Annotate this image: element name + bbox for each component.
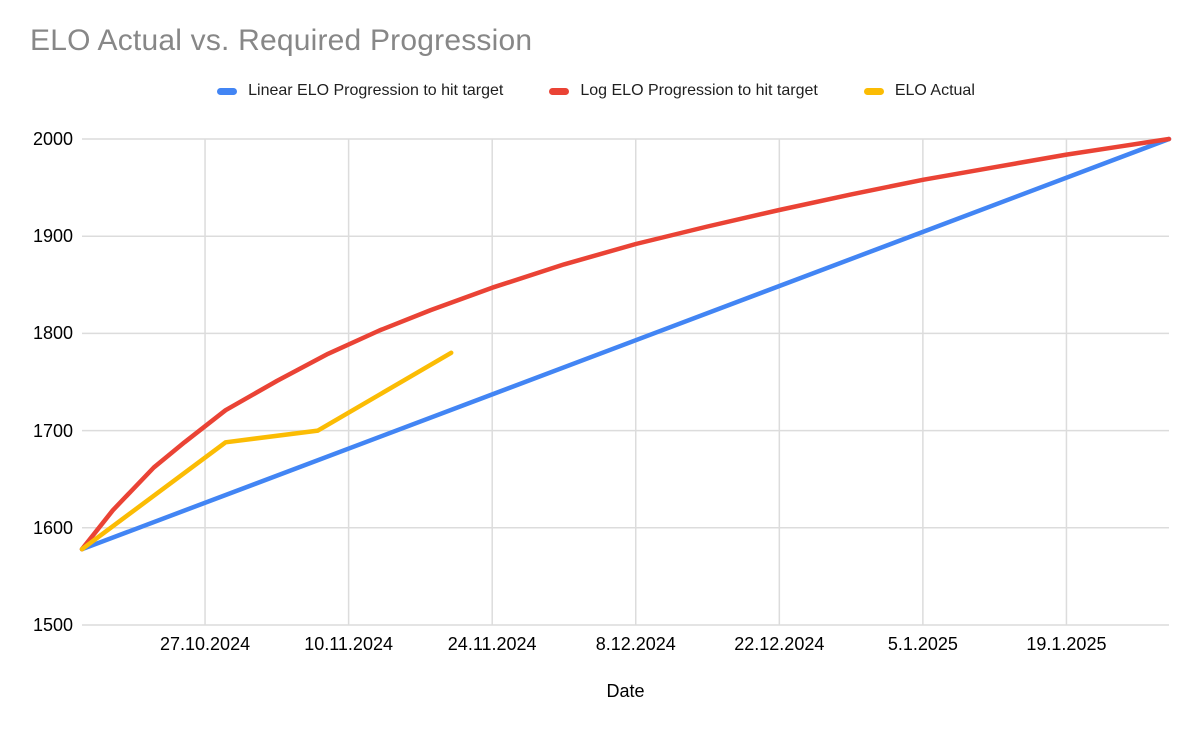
x-tick-label: 8.12.2024 bbox=[595, 634, 676, 654]
legend-item-linear: Linear ELO Progression to hit target bbox=[217, 82, 503, 100]
legend-swatch-linear-icon bbox=[217, 87, 238, 95]
x-tick-label: 24.11.2024 bbox=[447, 634, 537, 654]
series-line-log bbox=[79, 136, 1172, 552]
x-tick-label: 22.12.2024 bbox=[734, 634, 825, 654]
y-tick-label: 1700 bbox=[32, 420, 73, 441]
x-tick-label: 19.1.2025 bbox=[1026, 634, 1107, 654]
legend-label-log: Log ELO Progression to hit target bbox=[580, 82, 818, 99]
legend-label-linear: Linear ELO Progression to hit target bbox=[248, 82, 504, 99]
x-tick-label: 10.11.2024 bbox=[304, 634, 393, 654]
legend-swatch-log-icon bbox=[549, 87, 570, 95]
x-tick-label: 5.1.2025 bbox=[887, 634, 958, 654]
legend-item-actual: ELO Actual bbox=[863, 82, 975, 100]
legend-label-actual: ELO Actual bbox=[894, 82, 975, 99]
x-axis-title: Date bbox=[606, 681, 645, 701]
y-tick-label: 1600 bbox=[32, 517, 73, 538]
y-tick-label: 1500 bbox=[32, 615, 73, 635]
legend-swatch-actual-icon bbox=[863, 87, 884, 95]
series-line-actual bbox=[79, 350, 454, 552]
chart-title: ELO Actual vs. Required Progression bbox=[30, 24, 533, 57]
y-tick-label: 1800 bbox=[32, 323, 73, 344]
y-tick-label: 2000 bbox=[32, 129, 73, 149]
chart-legend: Linear ELO Progression to hit target Log… bbox=[0, 82, 1192, 100]
series-line-linear bbox=[79, 136, 1172, 552]
legend-item-log: Log ELO Progression to hit target bbox=[549, 82, 818, 100]
y-tick-label: 1900 bbox=[32, 226, 73, 247]
x-tick-label: 27.10.2024 bbox=[160, 634, 251, 654]
